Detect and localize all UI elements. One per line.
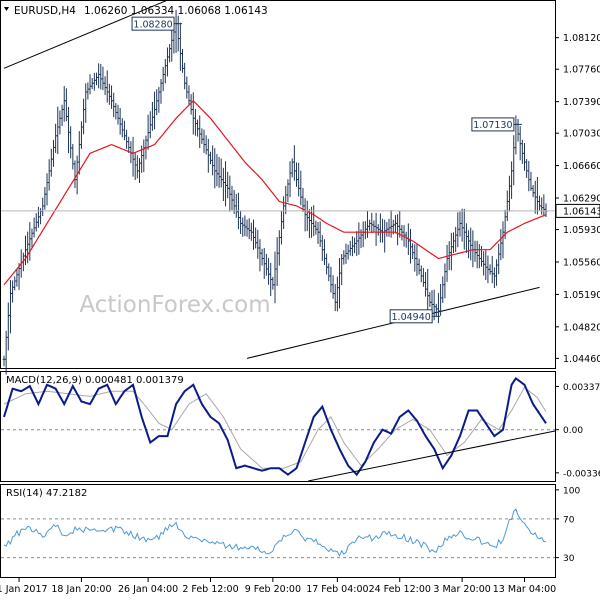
macd-trendline	[308, 430, 556, 482]
time-tick-label: 18 Jan 20:00	[51, 584, 111, 595]
rsi-label: RSI(14) 47.2182	[6, 488, 87, 499]
macd-tick-label: 0.00	[563, 426, 583, 436]
rsi-tick-label: 70	[563, 515, 575, 525]
price-tick-label: 1.04460	[563, 354, 600, 365]
price-panel	[0, 0, 556, 369]
time-tick-label: 11 Jan 2017	[0, 584, 48, 595]
header: EURUSD,H4 1.06260 1.06334 1.06068 1.0614…	[4, 5, 268, 17]
price-tick-label: 1.07030	[563, 129, 600, 140]
macd-tick-label: 0.003374	[563, 383, 600, 393]
time-tick-label: 13 Mar 04:00	[493, 584, 556, 595]
time-tick-label: 3 Mar 20:00	[433, 584, 490, 595]
symbol-label: EURUSD,H4	[14, 5, 76, 17]
price-tick-label: 1.06290	[563, 194, 600, 205]
price-tick-label: 1.05560	[563, 257, 600, 268]
time-tick-label: 2 Feb 12:00	[182, 584, 238, 595]
macd-layer: 0.003374 0.00 -0.003363	[1, 376, 600, 482]
rsi-tick-label: 30	[563, 554, 575, 564]
time-tick-label: 24 Feb 12:00	[369, 584, 431, 595]
watermark-text: ActionForex.com	[79, 292, 270, 318]
rsi-line	[3, 508, 547, 557]
price-tick-label: 1.04820	[563, 322, 600, 333]
callout-label: 1.08280	[133, 19, 172, 30]
callout-box	[389, 309, 433, 324]
price-callout: 1.07130	[471, 117, 522, 132]
channel-upper-line	[3, 0, 170, 69]
time-tick-label: 9 Feb 20:00	[245, 584, 301, 595]
moving-average-layer	[3, 99, 547, 286]
price-callout: 1.08280	[131, 16, 183, 31]
price-tick-label: 1.07390	[563, 97, 600, 108]
callout-label: 1.04940	[392, 312, 431, 323]
time-tick-label: 26 Jan 04:00	[118, 584, 178, 595]
callout-label: 1.07130	[473, 120, 512, 131]
price-bars	[2, 9, 548, 375]
price-tick-label: 1.06660	[563, 161, 600, 172]
rsi-layer: 100 70 30	[1, 486, 580, 564]
macd-panel	[0, 371, 556, 482]
price-axis: 1.08120 1.07760 1.07390 1.07030 1.06660 1.062…	[555, 33, 600, 365]
macd-tick-label: -0.003363	[563, 469, 600, 479]
price-callout: 1.04940	[389, 309, 441, 324]
macd-line	[3, 376, 547, 477]
price-tick-label: 1.08120	[563, 33, 600, 44]
price-tick-label: 1.05930	[563, 225, 600, 236]
price-callouts: 1.08280 1.07130 1.04940	[131, 16, 522, 324]
collapse-arrow-icon[interactable]	[4, 7, 9, 11]
last-price-box	[555, 203, 600, 218]
callout-box	[471, 117, 515, 132]
price-tick-label: 1.07760	[563, 65, 600, 76]
price-tick-label: 1.05190	[563, 290, 600, 301]
last-price-label: 1.06143	[563, 206, 600, 217]
macd-label: MACD(12,26,9) 0.000481 0.001379	[6, 375, 184, 386]
time-tick-label: 17 Feb 04:00	[306, 584, 368, 595]
last-price-marker: 1.06143	[1, 203, 600, 218]
moving-average-line	[3, 99, 547, 286]
callout-box	[131, 16, 175, 31]
rsi-tick-label: 100	[563, 486, 580, 496]
rsi-panel	[0, 484, 556, 578]
